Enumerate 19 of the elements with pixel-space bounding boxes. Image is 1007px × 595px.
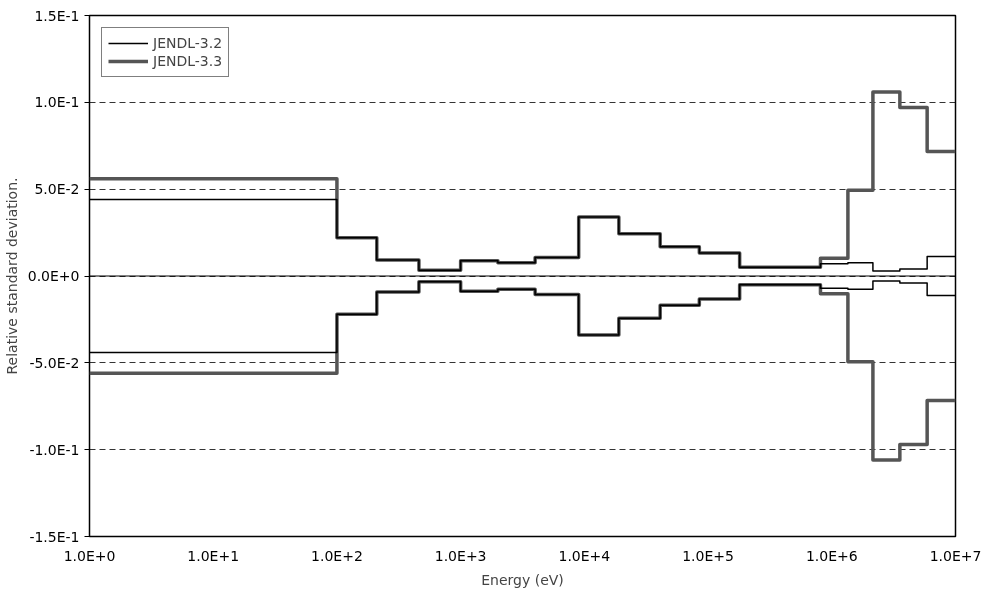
x-tick-label: 1.0E+1	[187, 547, 240, 564]
x-tick-label: 1.0E+0	[63, 547, 116, 564]
x-tick-label: 1.0E+2	[311, 547, 363, 564]
y-tick-label: 5.0E-2	[34, 181, 80, 198]
x-tick-label: 1.0E+6	[805, 547, 858, 564]
y-tick-label: 1.5E-1	[34, 7, 80, 24]
x-tick-label: 1.0E+7	[929, 547, 982, 564]
x-tick-label: 1.0E+5	[682, 547, 734, 564]
y-tick-label: 0.0E+0	[27, 268, 80, 284]
y-tick-label: 1.0E-1	[34, 94, 80, 111]
legend-label: JENDL-3.3	[153, 52, 223, 70]
y-tick-label: -5.0E-2	[29, 354, 80, 371]
x-tick-label: 1.0E+4	[558, 547, 611, 564]
x-axis-title: Energy (eV)	[481, 571, 564, 588]
x-tick-label: 1.0E+3	[434, 547, 487, 564]
y-tick-label: -1.5E-1	[29, 528, 80, 545]
legend-label: JENDL-3.2	[153, 34, 223, 52]
y-axis-title: Relative standard deviation.	[3, 177, 20, 375]
y-tick-label: -1.0E-1	[29, 441, 80, 458]
